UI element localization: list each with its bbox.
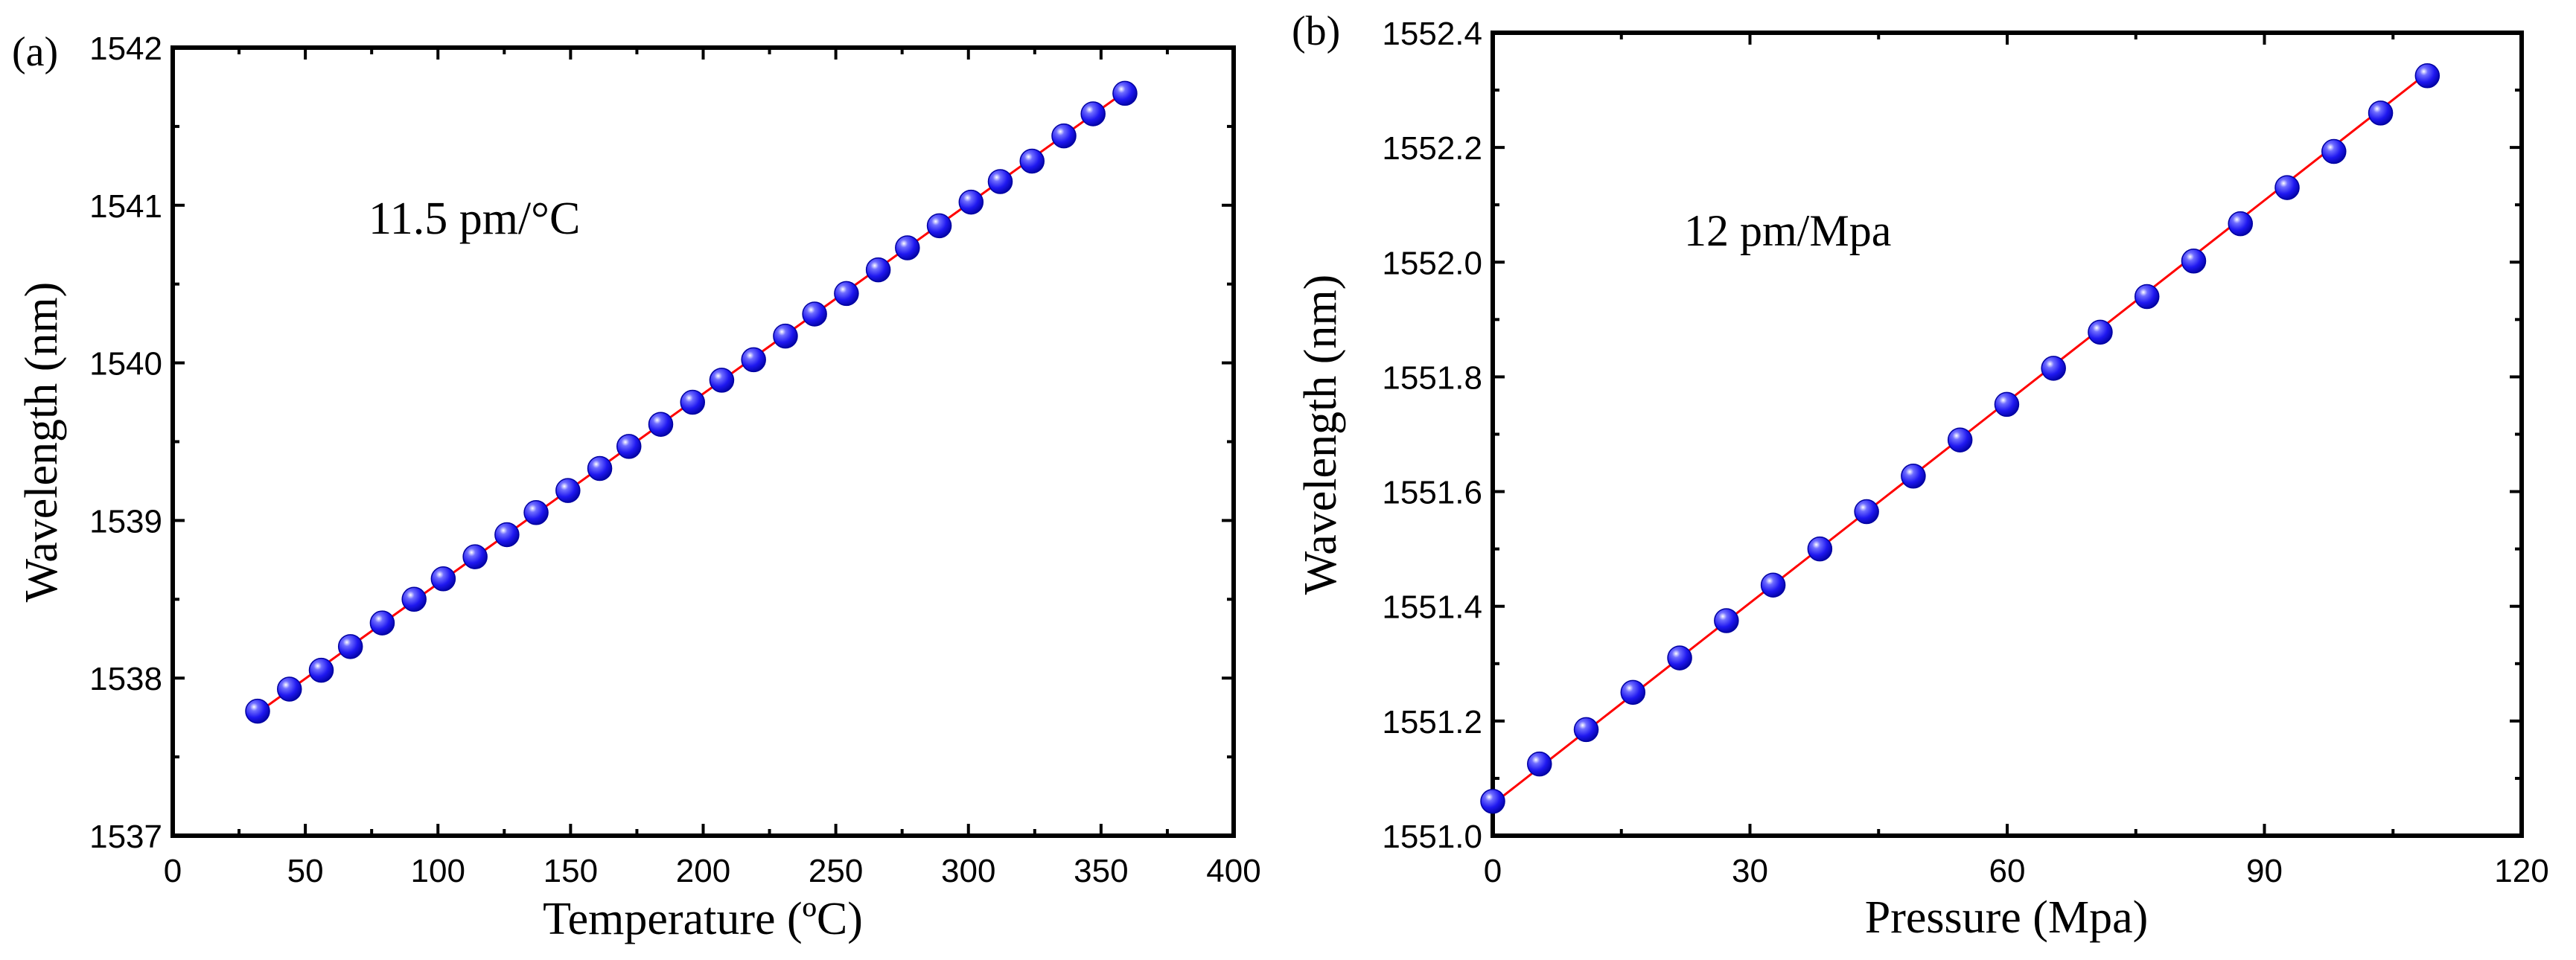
- data-point: [2134, 284, 2160, 310]
- y-tick-label: 1551.6: [1382, 475, 1482, 511]
- data-point: [462, 544, 488, 569]
- data-point: [2368, 100, 2394, 126]
- data-point: [865, 257, 891, 283]
- data-point: [2321, 138, 2347, 164]
- data-point: [2088, 319, 2113, 345]
- panel-label-b: (b): [1292, 8, 1340, 54]
- tick-labels-b: 0 30 60 90 120 1551.0 1551.2 1551.4 1551.6 1551.8…: [1382, 16, 2548, 889]
- x-tick-label: 200: [676, 853, 730, 889]
- y-tick-label: 1552.0: [1382, 245, 1482, 281]
- data-point: [709, 368, 735, 393]
- ticks-a: [171, 46, 1235, 837]
- x-tick-label: 400: [1206, 853, 1260, 889]
- data-point: [2274, 175, 2300, 200]
- data-point: [1854, 499, 1879, 525]
- data-point: [2228, 211, 2254, 237]
- data-point: [1620, 679, 1646, 705]
- data-point: [1901, 464, 1926, 489]
- data-point: [277, 676, 302, 702]
- x-axis-label-a: Temperature (ºC): [543, 894, 863, 944]
- plot-frame-a: [170, 45, 1236, 838]
- data-point: [1112, 80, 1138, 106]
- x-tick-label: 90: [2246, 853, 2283, 889]
- y-tick-label: 1542: [89, 31, 162, 67]
- data-point: [648, 412, 674, 437]
- x-tick-label: 30: [1732, 853, 1768, 889]
- data-point: [1994, 391, 2020, 417]
- y-tick-label: 1551.2: [1382, 704, 1482, 740]
- y-tick-label: 1552.4: [1382, 16, 1482, 52]
- data-point: [1080, 101, 1106, 127]
- data-point: [523, 500, 549, 525]
- y-tick-label: 1551.4: [1382, 589, 1482, 626]
- data-point: [802, 301, 827, 327]
- data-point: [555, 478, 581, 503]
- y-axis-label-a: Wavelength (nm): [16, 282, 67, 603]
- x-tick-label: 50: [287, 853, 324, 889]
- chart-panel-b: 0 30 60 90 120 1551.0 1551.2 1551.4 1551.6 1551.8…: [1292, 8, 2549, 943]
- x-tick-label: 60: [1989, 853, 2026, 889]
- x-tick-label: 150: [543, 853, 598, 889]
- data-points-a: [245, 80, 1138, 724]
- x-tick-label: 0: [164, 853, 182, 889]
- y-tick-label: 1538: [89, 661, 162, 697]
- x-tick-label: 100: [411, 853, 465, 889]
- data-point: [2414, 63, 2440, 89]
- data-point: [1714, 608, 1739, 633]
- tick-labels-a: 0 50 100 150 200 250 300 350 400 1537 1538 1539 1540…: [89, 31, 1261, 889]
- data-point: [895, 235, 920, 260]
- data-point: [337, 634, 363, 659]
- data-point: [1573, 717, 1599, 743]
- data-point: [1051, 123, 1077, 149]
- y-tick-label: 1541: [89, 188, 162, 225]
- data-point: [680, 389, 705, 415]
- data-point: [308, 657, 334, 683]
- panel-label-a: (a): [12, 29, 58, 75]
- annotation-b: 12 pm/Mpa: [1684, 206, 1891, 255]
- x-tick-label: 120: [2494, 853, 2548, 889]
- x-tick-label: 350: [1074, 853, 1128, 889]
- y-tick-label: 1540: [89, 346, 162, 383]
- x-tick-label: 300: [941, 853, 995, 889]
- x-tick-label: 0: [1484, 853, 1502, 889]
- data-point: [245, 698, 270, 724]
- data-point: [958, 189, 984, 215]
- data-point: [1480, 789, 1505, 814]
- data-point: [494, 522, 520, 548]
- x-tick-label: 250: [809, 853, 863, 889]
- data-point: [430, 566, 456, 592]
- annotation-a: 11.5 pm/°C: [369, 193, 580, 244]
- data-points-b: [1480, 63, 2440, 814]
- ticks-b: [1491, 31, 2523, 837]
- data-point: [741, 347, 766, 373]
- y-tick-label: 1551.0: [1382, 819, 1482, 855]
- y-axis-label-b: Wavelength (nm): [1295, 275, 1346, 595]
- data-point: [616, 434, 642, 459]
- data-point: [1527, 751, 1552, 777]
- y-tick-label: 1552.2: [1382, 130, 1482, 167]
- data-point: [1947, 427, 1973, 452]
- data-point: [1667, 645, 1692, 671]
- x-axis-label-b: Pressure (Mpa): [1865, 892, 2149, 943]
- data-point: [2181, 248, 2207, 274]
- data-point: [926, 213, 952, 239]
- chart-panel-a: 0 50 100 150 200 250 300 350 400 1537 1538 1539 1540…: [12, 29, 1261, 944]
- data-point: [1807, 536, 1833, 562]
- data-point: [773, 323, 798, 349]
- data-point: [1760, 572, 1786, 598]
- data-point: [2041, 356, 2066, 381]
- data-point: [834, 281, 859, 307]
- data-point: [587, 455, 613, 481]
- y-tick-label: 1551.8: [1382, 359, 1482, 396]
- data-point: [987, 169, 1013, 194]
- y-tick-label: 1537: [89, 819, 162, 855]
- data-point: [369, 610, 395, 636]
- plot-frame-b: [1491, 31, 2524, 838]
- y-tick-label: 1539: [89, 503, 162, 540]
- data-point: [1019, 148, 1045, 174]
- data-point: [401, 586, 427, 612]
